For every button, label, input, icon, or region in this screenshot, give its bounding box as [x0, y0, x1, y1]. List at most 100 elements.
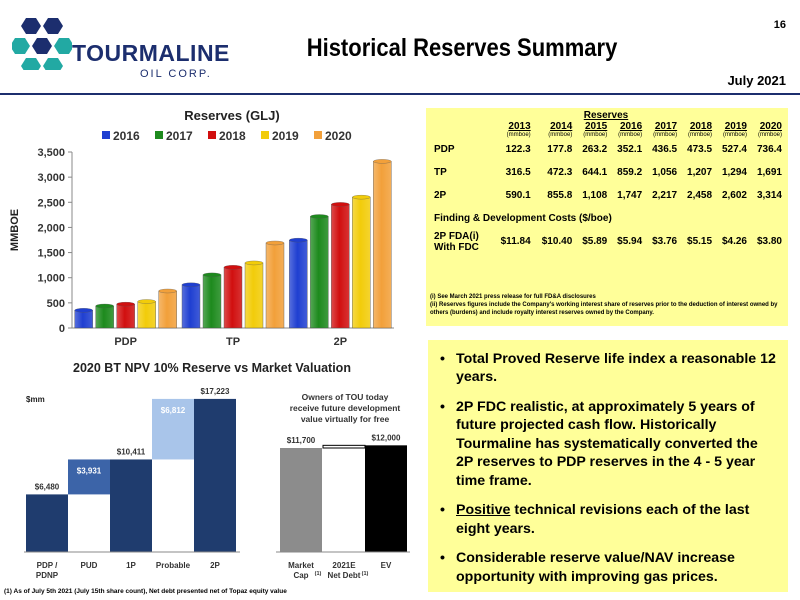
year-header: 2014: [550, 121, 573, 132]
company-name: TOURMALINE: [72, 40, 230, 66]
year-header: 2016: [619, 121, 643, 132]
year-header: 2019: [724, 121, 747, 132]
bullet-icon: •: [440, 351, 445, 367]
reserves-bars: [74, 159, 392, 329]
table-cell: $4.26: [721, 235, 747, 247]
y-tick-label: 500: [47, 298, 65, 310]
header-divider: [0, 93, 800, 95]
table-cell: 263.2: [582, 144, 608, 155]
table-cell: 177.8: [547, 144, 573, 155]
table-cell: $5.15: [687, 235, 713, 247]
reserves-x-axis: PDP TP 2P: [114, 336, 347, 348]
list-item: • 2P FDC realistic, at approximately 5 ye…: [440, 398, 758, 489]
table-cell: 2,602: [721, 190, 747, 201]
reserves-bar: [74, 310, 93, 329]
npv-bar: [322, 444, 366, 449]
reserves-bar: [310, 216, 329, 329]
reserves-bar-cap: [95, 303, 114, 309]
table-cell: 472.3: [547, 167, 573, 178]
table-cell: 1,207: [687, 167, 713, 178]
year-header: 2020: [759, 121, 782, 132]
page-title: Historical Reserves Summary: [306, 34, 618, 62]
legend-label: 2017: [166, 129, 193, 143]
npv-bar: [26, 494, 68, 552]
reserves-bar-cap: [265, 240, 285, 246]
table-cell: 855.8: [547, 190, 573, 201]
table-cell: 2,217: [652, 190, 678, 201]
bullet-icon: •: [440, 398, 445, 415]
reserves-bar: [373, 161, 392, 329]
tourmaline-gem-icon: [12, 18, 72, 70]
reserves-bar-cap: [373, 159, 392, 164]
npv-bar: [280, 448, 322, 552]
reserves-legend: 2016 2017 2018 2019 2020: [102, 129, 352, 143]
y-tick-label: 0: [59, 323, 65, 335]
npv-valuation-chart: 2020 BT NPV 10% Reserve vs Market Valuat…: [24, 361, 410, 580]
table-row: TP 316.5 472.3 644.1 859.2 1,056 1,207 1…: [428, 161, 784, 184]
reserves-bar: [223, 267, 243, 329]
npv-category-label: Probable: [156, 561, 191, 570]
unit-label: (mmboe): [757, 132, 782, 138]
reserves-bar-cap: [137, 299, 156, 304]
reserves-bar-cap: [74, 308, 93, 313]
table-row: 2P FDA(i) With FDC $11.84 $10.40 $5.89 $5…: [428, 229, 784, 253]
table-cell: 1,294: [721, 167, 747, 178]
legend-label: 2016: [113, 129, 140, 143]
table-cell: 2,458: [687, 190, 713, 201]
npv-value-label: $17,223: [201, 387, 230, 396]
reserves-table: Reserves 2013 2014 2015 2016 2017 2018 2…: [428, 110, 784, 253]
reserves-table-panel: Reserves 2013 2014 2015 2016 2017 2018 2…: [426, 108, 788, 326]
table-cell: 1,747: [617, 190, 643, 201]
npv-value-label: $6,480: [35, 482, 60, 491]
list-item: • Considerable reserve value/NAV increase…: [440, 550, 735, 585]
legend-label: 2018: [219, 129, 246, 143]
npv-bar: [152, 398, 194, 460]
reserves-bar: [116, 303, 135, 329]
npv-value-label: $11,700: [287, 436, 316, 445]
reserves-bar: [265, 242, 285, 329]
table-cell: 736.4: [756, 144, 782, 155]
reserves-y-axis-label: MMBOE: [9, 209, 21, 251]
npv-bar: [110, 459, 152, 552]
reserves-bar: [244, 262, 264, 329]
npv-value-label: $12,000: [372, 433, 401, 442]
npv-category-label: 2P: [210, 561, 220, 570]
reserves-bar: [95, 305, 114, 329]
npv-bar: [68, 459, 110, 495]
npv-category-label: Market: [288, 561, 314, 570]
table-row: PDP 122.3 177.8 263.2 352.1 436.5 473.5 …: [428, 138, 784, 161]
reserves-bar: [137, 301, 156, 329]
table-cell: 3,314: [756, 190, 782, 201]
unit-label: (mmboe): [722, 132, 747, 138]
npv-bar: [365, 445, 407, 552]
key-points-panel: • Total Proved Reserve life index a reaso…: [428, 340, 788, 592]
table-notes: (i) See March 2021 press release for ful…: [430, 294, 784, 317]
header-date: July 2021: [727, 73, 786, 88]
footnote: (1) As of July 5th 2021 (July 15th share…: [4, 588, 287, 595]
legend-swatch: [155, 131, 163, 139]
fd-row-label-2: With FDC: [434, 242, 479, 253]
table-cell: $11.84: [500, 235, 531, 247]
table-cell: 859.2: [617, 167, 643, 178]
npv-chart-title: 2020 BT NPV 10% Reserve vs Market Valuat…: [73, 361, 351, 375]
npv-value-label: $10,411: [117, 447, 146, 456]
npv-category-label: PDNP: [36, 571, 59, 580]
npv-annotation-line: receive future development: [290, 403, 401, 413]
table-cell: 122.3: [505, 144, 531, 155]
table-cell: 1,108: [582, 190, 608, 201]
table-cell: $3.76: [652, 235, 678, 247]
key-points-list: • Total Proved Reserve life index a reaso…: [438, 350, 776, 586]
reserves-chart-title: Reserves (GLJ): [184, 108, 279, 123]
legend-swatch: [261, 131, 269, 139]
reserves-bar: [331, 204, 350, 329]
table-row: 2P 590.1 855.8 1,108 1,747 2,217 2,458 2…: [428, 184, 784, 207]
y-tick-label: 3,500: [37, 147, 65, 159]
list-item: • Total Proved Reserve life index a reaso…: [440, 351, 776, 386]
table-cell: 436.5: [652, 144, 678, 155]
row-label: PDP: [434, 144, 455, 155]
table-note: (ii) Reserves figures include the Compan…: [430, 301, 778, 316]
reserves-bar-cap: [310, 214, 329, 219]
reserves-bar: [181, 284, 201, 329]
npv-category-superscript: (1): [315, 571, 322, 577]
